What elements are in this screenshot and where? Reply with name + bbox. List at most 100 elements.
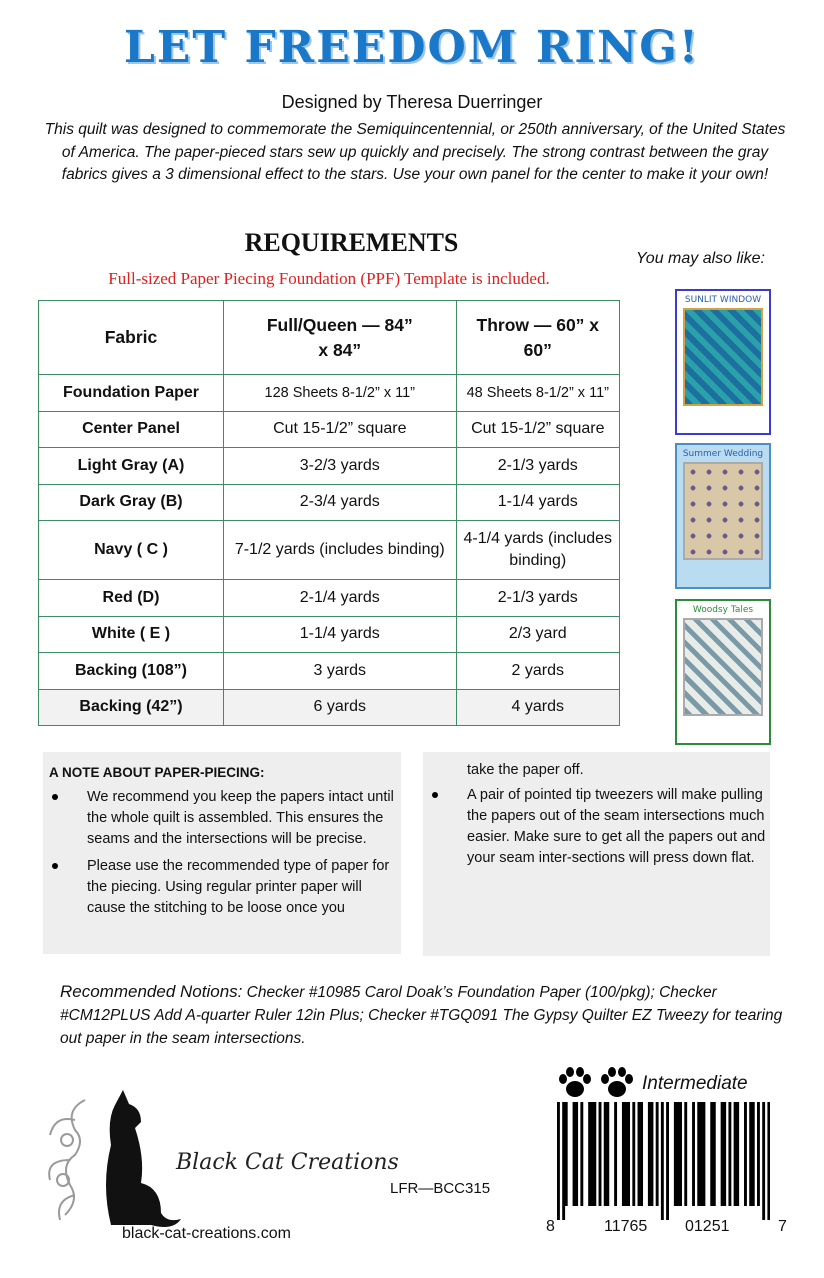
barcode-bar <box>692 1102 695 1206</box>
barcode-bar <box>655 1102 659 1206</box>
fabric-amount: 1-1/4 yards <box>223 615 457 653</box>
fabric-amount: 48 Sheets 8-1/2” x 11” <box>455 374 621 412</box>
barcode-bar <box>590 1102 594 1206</box>
ppf-note: Full-sized Paper Piecing Foundation (PPF… <box>108 269 550 288</box>
fabric-name: White ( E ) <box>38 615 224 653</box>
intro-text: This quilt was designed to commemorate t… <box>44 121 786 183</box>
barcode-bar <box>673 1102 677 1206</box>
requirements-table: Fabric Full/Queen — 84” x 84” Throw — 60” … <box>38 300 621 726</box>
also-like-label: You may also like: <box>636 250 765 267</box>
barcode-bar <box>603 1102 607 1206</box>
barcode-bar <box>614 1102 618 1206</box>
barcode-bar <box>702 1102 706 1206</box>
fabric-amount: 4 yards <box>455 688 621 726</box>
note-bullet: We recommend you keep the papers intact … <box>43 787 401 850</box>
barcode-bar <box>684 1102 688 1206</box>
table-row: Navy ( C ) 7-1/2 yards (includes binding)… <box>38 520 621 580</box>
barcode-bar <box>562 1102 566 1220</box>
fabric-name: Center Panel <box>38 410 224 448</box>
recommended-notions: Recommended Notions: Checker #10985 Caro… <box>60 980 800 1050</box>
barcode-bar <box>757 1102 760 1206</box>
notions-text: Checker #10985 Carol Doak’s Foundation P… <box>60 984 783 1047</box>
barcode-bar <box>710 1102 714 1206</box>
fabric-amount: 2/3 yard <box>455 615 621 653</box>
table-row: Red (D) 2-1/4 yards 2-1/3 yards <box>38 579 621 617</box>
fabric-amount: Cut 15-1/2” square <box>223 410 457 448</box>
fabric-amount: 3 yards <box>223 652 457 690</box>
barcode-bar <box>749 1102 753 1206</box>
notions-label: Recommended Notions: <box>60 982 243 1001</box>
barcode-bar <box>647 1102 651 1206</box>
thumbnail-quilt-image <box>683 618 763 716</box>
note-bullet: Please use the recommended type of paper… <box>43 856 401 919</box>
table-row: Dark Gray (B) 2-3/4 yards 1-1/4 yards <box>38 483 621 521</box>
skill-paws <box>557 1066 641 1104</box>
fabric-name: Navy ( C ) <box>38 520 224 580</box>
table-row: Center Panel Cut 15-1/2” square Cut 15-1/2… <box>38 410 621 448</box>
fabric-name: Foundation Paper <box>38 374 224 412</box>
barcode-bar <box>621 1102 625 1206</box>
thumbnail-title: Summer Wedding <box>682 449 764 459</box>
table-row: White ( E ) 1-1/4 yards 2/3 yard <box>38 615 621 653</box>
barcode-digits-right: 01251 <box>685 1218 730 1235</box>
fabric-amount: 7-1/2 yards (includes binding) <box>223 520 457 580</box>
fabric-amount: 2 yards <box>455 652 621 690</box>
barcode-bar <box>575 1102 579 1206</box>
barcode-bar <box>723 1102 727 1206</box>
fabric-amount: 1-1/4 yards <box>455 483 621 521</box>
paw-icon <box>559 1067 591 1097</box>
paw-icon <box>601 1067 633 1097</box>
barcode <box>557 1102 770 1220</box>
column-header: Throw — 60” x 60” <box>455 300 621 375</box>
fabric-amount: 2-3/4 yards <box>223 483 457 521</box>
fabric-name: Red (D) <box>38 579 224 617</box>
barcode-digit-check: 7 <box>778 1218 787 1235</box>
barcode-bar <box>697 1102 701 1206</box>
thumbnail-title: Woodsy Tales <box>692 605 754 615</box>
fabric-amount: 4-1/4 yards (includes binding) <box>455 520 621 580</box>
thumbnail-title: SUNLIT WINDOW <box>684 295 762 305</box>
barcode-bar <box>564 1102 568 1206</box>
table-row: Backing (108”) 3 yards 2 yards <box>38 652 621 690</box>
barcode-bar <box>712 1102 716 1206</box>
barcode-bar <box>627 1102 631 1206</box>
barcode-bar <box>632 1102 636 1206</box>
column-header: Fabric <box>38 300 224 375</box>
fabric-amount: 2-1/4 yards <box>223 579 457 617</box>
barcode-bar <box>720 1102 724 1206</box>
related-pattern-thumbnail[interactable]: SUNLIT WINDOW <box>675 289 771 435</box>
barcode-bar <box>699 1102 703 1206</box>
barcode-bar <box>580 1102 584 1206</box>
table-row: Foundation Paper 128 Sheets 8-1/2” x 11” 4… <box>38 374 621 412</box>
barcode-bar <box>572 1102 576 1206</box>
website[interactable]: black-cat-creations.com <box>122 1225 291 1242</box>
fabric-name: Light Gray (A) <box>38 447 224 485</box>
related-pattern-thumbnail[interactable]: Summer Wedding <box>675 443 771 589</box>
pattern-title: LET FREEDOM RING! <box>123 22 701 73</box>
barcode-bar <box>736 1102 740 1206</box>
barcode-bar <box>588 1102 592 1206</box>
barcode-bar <box>650 1102 654 1206</box>
barcode-bar <box>676 1102 680 1206</box>
column-header: Full/Queen — 84” x 84” <box>223 300 457 375</box>
thumbnail-quilt-image <box>683 308 763 406</box>
barcode-bar <box>624 1102 628 1206</box>
fabric-amount: 2-1/3 yards <box>455 447 621 485</box>
fabric-name: Backing (42”) <box>38 688 224 726</box>
pattern-sku: LFR—BCC315 <box>390 1180 491 1197</box>
barcode-bar <box>593 1102 597 1206</box>
barcode-bar <box>666 1102 669 1220</box>
thumbnail-quilt-image <box>683 462 763 560</box>
barcode-bar <box>744 1102 747 1206</box>
note-heading: A NOTE ABOUT PAPER-PIECING: <box>49 765 265 780</box>
skill-level: Intermediate <box>642 1073 748 1094</box>
barcode-bar <box>606 1102 610 1206</box>
note-continued: take the paper off. <box>467 762 584 778</box>
brand-name: Black Cat Creations <box>176 1150 399 1175</box>
table-row: Light Gray (A) 3-2/3 yards 2-1/3 yards <box>38 447 621 485</box>
designer-credit: Designed by Theresa Duerringer <box>281 92 543 112</box>
barcode-bar <box>767 1102 770 1220</box>
related-pattern-thumbnail[interactable]: Woodsy Tales <box>675 599 771 745</box>
fabric-amount: 6 yards <box>223 688 457 726</box>
cat-silhouette <box>106 1090 181 1227</box>
